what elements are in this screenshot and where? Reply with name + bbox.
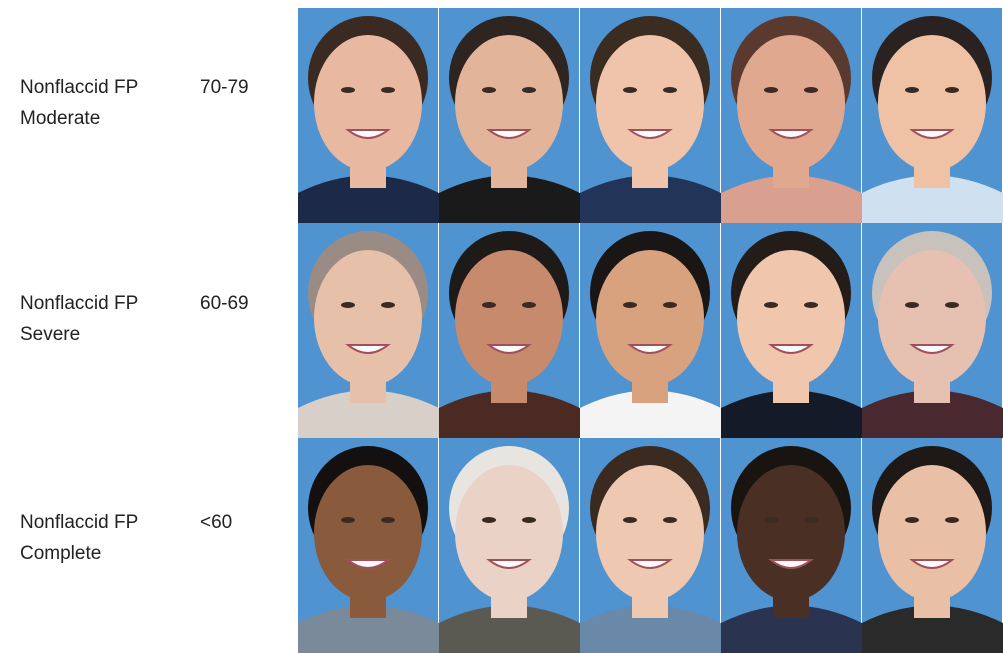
photo-shirt [862,175,1003,223]
score-range: 70-79 [200,77,249,98]
photo-face [737,35,845,171]
photo-eye [804,302,818,308]
photo-face [878,250,986,386]
photo-smile [627,129,673,139]
photo-eye [623,517,637,523]
photo-face [596,250,704,386]
photo-eye [663,302,677,308]
photo-smile [627,559,673,569]
photo-face [878,465,986,601]
photo-smile [486,344,532,354]
photo-face [878,35,986,171]
photo-eye [945,87,959,93]
label-line: Nonflaccid FP [20,512,139,533]
photo-eye [663,87,677,93]
photo-shirt [580,390,721,438]
photo-eye [905,302,919,308]
photo-eye [381,87,395,93]
score-range: <60 [200,512,233,533]
photo-eye [764,302,778,308]
label-line: Severe [20,324,81,345]
photo-grid [298,8,1003,653]
photo-smile [768,129,814,139]
photo-smile [768,559,814,569]
photo-smile [345,344,391,354]
photo-eye [905,517,919,523]
photo-eye [482,87,496,93]
photo-eye [341,517,355,523]
photo-eye [381,302,395,308]
photo-shirt [439,605,580,653]
photo-eye [341,302,355,308]
photo-face [455,465,563,601]
photo-shirt [580,175,721,223]
photo-smile [627,344,673,354]
photo-eye [663,517,677,523]
photo-smile [909,344,955,354]
photo-eye [804,87,818,93]
label-line: Nonflaccid FP [20,293,139,314]
score-range: 60-69 [200,293,249,314]
photo-face [314,250,422,386]
photo-shirt [298,390,439,438]
photo-face [455,35,563,171]
photo-shirt [721,390,862,438]
photo-eye [945,517,959,523]
photo-eye [623,87,637,93]
photo-shirt [862,390,1003,438]
photo-shirt [721,175,862,223]
photo-eye [522,87,536,93]
photo-eye [482,302,496,308]
photo-eye [804,517,818,523]
photo-smile [486,559,532,569]
photo-smile [768,344,814,354]
photo-shirt [862,605,1003,653]
photo-eye [522,517,536,523]
photo-eye [905,87,919,93]
photo-eye [341,87,355,93]
row-label: Nonflaccid FP Moderate [20,72,138,134]
photo-smile [345,559,391,569]
photo-face [596,35,704,171]
row-label: Nonflaccid FP Complete [20,507,138,569]
photo-face [455,250,563,386]
photo-eye [945,302,959,308]
photo-face [314,35,422,171]
label-line: Complete [20,543,102,564]
photo-eye [381,517,395,523]
photo-smile [909,559,955,569]
label-line: Moderate [20,108,101,129]
photo-eye [764,517,778,523]
photo-eye [623,302,637,308]
photo-smile [909,129,955,139]
photo-shirt [580,605,721,653]
photo-face [596,465,704,601]
photo-shirt [439,175,580,223]
photo-smile [486,129,532,139]
row-label: Nonflaccid FP Severe [20,288,138,350]
photo-face [737,250,845,386]
photo-shirt [439,390,580,438]
photo-eye [522,302,536,308]
photo-eye [764,87,778,93]
photo-eye [482,517,496,523]
photo-face [737,465,845,601]
photo-shirt [298,605,439,653]
photo-shirt [721,605,862,653]
photo-face [314,465,422,601]
photo-shirt [298,175,439,223]
photo-smile [345,129,391,139]
label-line: Nonflaccid FP [20,77,139,98]
